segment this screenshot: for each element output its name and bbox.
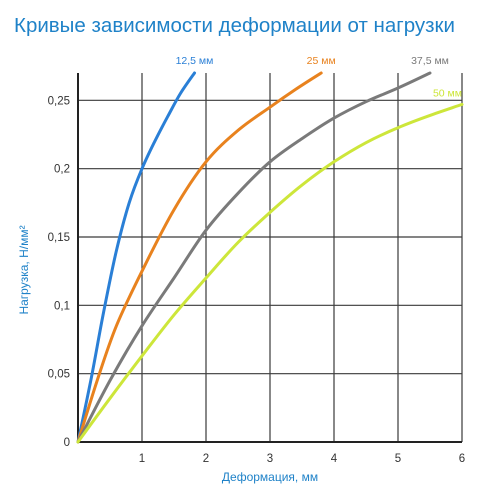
x-tick-label-0: 1 bbox=[139, 453, 145, 465]
x-tick-label-3: 4 bbox=[331, 453, 338, 465]
series-line-2 bbox=[76, 71, 432, 444]
x-tick-label-2: 3 bbox=[267, 453, 273, 465]
grid-layer bbox=[78, 73, 463, 442]
series-layer bbox=[76, 71, 464, 444]
y-axis-label: Нагрузка, Н/мм² bbox=[17, 225, 31, 314]
series-line-1 bbox=[76, 71, 323, 444]
series-label-1: 25 мм bbox=[307, 55, 336, 67]
x-tick-label-1: 2 bbox=[203, 453, 209, 465]
series-label-3: 50 мм bbox=[433, 87, 462, 99]
series-labels: 12,5 мм 25 мм 37,5 мм 50 мм bbox=[176, 55, 462, 99]
series-label-2: 37,5 мм bbox=[411, 55, 449, 67]
series-line-0 bbox=[76, 71, 196, 444]
axes-layer bbox=[77, 73, 462, 443]
series-line-3 bbox=[76, 102, 464, 444]
y-tick-label-1: 0,05 bbox=[48, 369, 70, 381]
y-tick-label-4: 0,2 bbox=[54, 164, 70, 176]
y-tick-label-2: 0,1 bbox=[54, 300, 70, 312]
x-tick-label-5: 6 bbox=[459, 453, 465, 465]
series-label-0: 12,5 мм bbox=[176, 55, 214, 67]
tick-labels: 1 2 3 4 5 6 0 0,05 0,1 0,15 0,2 0,25 bbox=[48, 95, 466, 465]
y-tick-label-5: 0,25 bbox=[48, 95, 70, 107]
y-tick-label-3: 0,15 bbox=[48, 232, 70, 244]
chart-title: Кривые зависимости деформации от нагрузк… bbox=[14, 14, 455, 37]
y-tick-label-0: 0 bbox=[64, 437, 70, 449]
x-tick-label-4: 5 bbox=[395, 453, 401, 465]
x-axis-label: Деформация, мм bbox=[222, 470, 318, 484]
